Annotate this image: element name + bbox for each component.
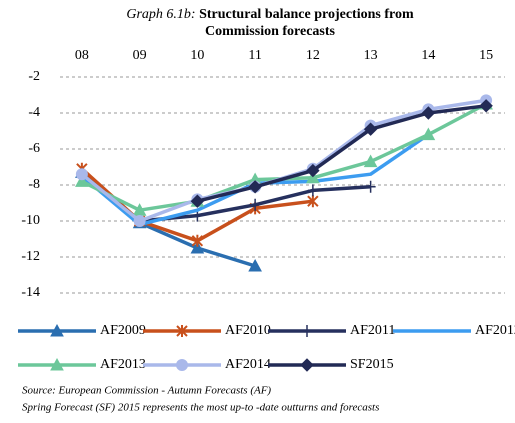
marker: [250, 198, 261, 211]
legend-item: AF2013: [18, 357, 146, 372]
marker: [421, 106, 436, 120]
x-tick-label: 08: [75, 48, 89, 63]
marker: [365, 180, 376, 193]
legend-item: AF2012: [393, 323, 515, 338]
series-line: [196, 104, 487, 203]
marker: [75, 168, 88, 181]
legend-label: SF2015: [350, 357, 394, 372]
legend-item: SF2015: [268, 357, 394, 372]
marker: [191, 234, 204, 247]
marker: [75, 174, 89, 187]
x-tick-label: 15: [479, 48, 493, 63]
y-tick-label: -2: [28, 69, 40, 84]
series: [190, 99, 493, 208]
y-tick-label: -10: [21, 213, 40, 228]
title-line: Commission forecasts: [205, 24, 336, 39]
marker: [50, 357, 64, 371]
legend-item: AF2010: [143, 323, 271, 338]
marker: [248, 258, 262, 272]
marker: [307, 184, 318, 197]
x-tick-label: 09: [133, 48, 147, 63]
marker: [176, 325, 188, 337]
source-note: Source: European Commission - Autumn For…: [22, 385, 271, 397]
title-line: Structural balance projections from: [199, 7, 414, 22]
marker: [363, 154, 378, 168]
marker: [176, 359, 188, 371]
marker: [300, 358, 314, 372]
x-tick-label: 10: [190, 48, 204, 63]
legend-item: AF2014: [143, 357, 271, 372]
marker: [302, 325, 312, 337]
source-note: Spring Forecast (SF) 2015 represents the…: [22, 402, 379, 414]
marker: [421, 127, 436, 141]
marker: [363, 122, 378, 136]
title-label: Graph 6.1b:: [126, 7, 195, 22]
legend-label: AF2009: [100, 323, 146, 338]
marker: [190, 240, 205, 254]
legend-item: AF2011: [268, 323, 395, 338]
marker: [50, 323, 64, 337]
series-line: [80, 98, 487, 223]
y-tick-label: -14: [21, 285, 40, 300]
y-tick-label: -12: [21, 249, 40, 264]
chart-title: Graph 6.1b: Structural balance projectio…: [126, 7, 414, 22]
marker: [190, 194, 205, 208]
y-tick-label: -4: [28, 105, 40, 120]
marker: [479, 99, 493, 113]
x-tick-label: 14: [421, 48, 435, 63]
marker: [133, 215, 146, 227]
y-tick-label: -6: [28, 141, 40, 156]
series-line: [81, 102, 487, 212]
legend-label: AF2014: [225, 357, 271, 372]
legend-label: AF2012: [475, 323, 515, 338]
x-tick-label: 13: [364, 48, 378, 63]
marker: [248, 180, 262, 194]
legend-item: AF2009: [18, 323, 146, 338]
x-tick-label: 12: [306, 48, 320, 63]
y-tick-label: -8: [28, 177, 40, 192]
marker: [307, 195, 319, 208]
legend-label: AF2010: [225, 323, 271, 338]
x-tick-label: 11: [248, 48, 261, 63]
marker: [306, 163, 320, 178]
legend-label: AF2011: [350, 323, 395, 338]
legend-label: AF2013: [100, 357, 146, 372]
